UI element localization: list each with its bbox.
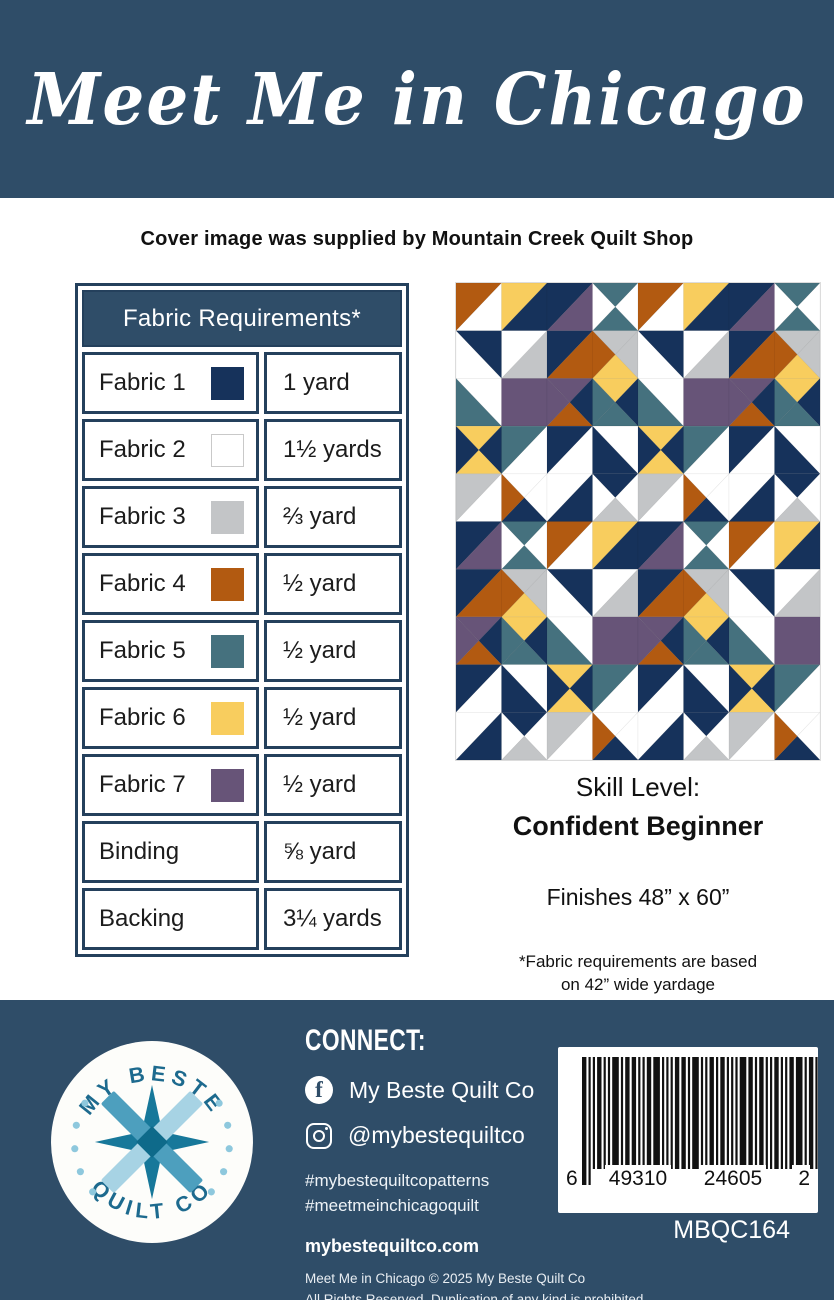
website-link[interactable]: mybestequiltco.com [305, 1236, 480, 1257]
fabric-yardage-cell: ½ yard [264, 754, 402, 816]
fabric-label-cell: Backing [82, 888, 259, 950]
fabric-yardage-cell: ⅝ yard [264, 821, 402, 883]
facebook-handle[interactable]: My Beste Quilt Co [349, 1076, 535, 1103]
brand-logo: MY BESTE QUILT CO [51, 1041, 253, 1243]
instagram-row[interactable]: @mybestequiltco [305, 1122, 565, 1149]
logo-dots [71, 1099, 233, 1196]
fabric-table-row: Binding ⅝ yard [82, 821, 402, 883]
fabric-table-row: Fabric 6 ½ yard [82, 687, 402, 749]
fabric-table-row: Fabric 7 ½ yard [82, 754, 402, 816]
finished-size: Finishes 48” x 60” [546, 884, 730, 910]
fabric-label: Fabric 1 [99, 369, 186, 396]
fabric-yardage-cell: 3¼ yards [264, 888, 402, 950]
instagram-handle[interactable]: @mybestequiltco [348, 1122, 525, 1148]
barcode: 6 49310 24605 2 [558, 1047, 833, 1213]
fabric-label: Fabric 4 [99, 570, 186, 597]
footer: MY BESTE QUILT CO CONNECT: [0, 1000, 834, 1300]
fabric-footnote: *Fabric requirements are based on 42” wi… [518, 952, 758, 994]
fabric-table-row: Fabric 5 ½ yard [82, 620, 402, 682]
svg-text:49310: 49310 [609, 1167, 667, 1190]
fabric-label-cell: Fabric 1 [82, 352, 259, 414]
instagram-icon [306, 1122, 332, 1149]
hashtag-quilt: #meetmeinchicagoquilt [305, 1195, 479, 1215]
fabric-swatch-rust [211, 567, 244, 601]
fabric-swatch-white [211, 433, 244, 467]
fabric-label: Fabric 3 [99, 503, 186, 530]
facebook-row[interactable]: f My Beste Quilt Co [305, 1076, 565, 1104]
fabric-label-cell: Fabric 5 [82, 620, 259, 682]
title-banner: Meet Me in Chicago [0, 0, 834, 198]
fabric-yardage-cell: ½ yard [264, 620, 402, 682]
fabric-yardage-cell: 1 yard [264, 352, 402, 414]
sku-code: MBQC164 [673, 1216, 790, 1244]
fabric-label: Binding [99, 838, 180, 865]
fabric-label: Fabric 2 [99, 436, 186, 463]
connect-heading: CONNECT: [305, 1024, 426, 1057]
quilt-preview-image [455, 282, 821, 761]
cover-credit-line: Cover image was supplied by Mountain Cre… [140, 228, 694, 250]
fabric-label-cell: Fabric 7 [82, 754, 259, 816]
logo-quilt-star-icon [94, 1084, 210, 1200]
fabric-table-row: Fabric 3 ⅔ yard [82, 486, 402, 548]
fabric-label-cell: Fabric 4 [82, 553, 259, 615]
fabric-swatch-gray [211, 500, 244, 534]
fabric-label-cell: Fabric 3 [82, 486, 259, 548]
fabric-yardage-cell: ½ yard [264, 687, 402, 749]
fabric-label: Fabric 6 [99, 704, 186, 731]
svg-text:24605: 24605 [704, 1167, 762, 1190]
fabric-yardage-cell: ½ yard [264, 553, 402, 615]
facebook-icon: f [305, 1076, 333, 1104]
fabric-table-row: Fabric 4 ½ yard [82, 553, 402, 615]
fabric-yardage-cell: 1½ yards [264, 419, 402, 481]
fabric-label: Fabric 5 [99, 637, 186, 664]
fabric-table-row: Fabric 1 1 yard [82, 352, 402, 414]
skill-level-value: Confident Beginner [512, 811, 764, 841]
copyright-notice: Meet Me in Chicago © 2025 My Beste Quilt… [305, 1271, 648, 1300]
svg-text:2: 2 [798, 1167, 810, 1190]
fabric-yardage-cell: ⅔ yard [264, 486, 402, 548]
fabric-label-cell: Binding [82, 821, 259, 883]
fabric-table-header: Fabric Requirements* [82, 290, 402, 347]
pattern-title: Meet Me in Chicago [27, 56, 807, 142]
svg-text:6: 6 [566, 1167, 578, 1190]
fabric-table-row: Fabric 2 1½ yards [82, 419, 402, 481]
connect-section: CONNECT: f My Beste Quilt Co @mybestequi… [305, 1024, 648, 1300]
fabric-table-row: Backing 3¼ yards [82, 888, 402, 950]
hashtags: #mybestequiltcopatterns #meetmeinchicago… [305, 1169, 565, 1218]
fabric-swatch-navy [211, 366, 244, 400]
details-block: Skill Level: Confident Beginner Finishes… [446, 772, 830, 997]
skill-level-label: Skill Level: [575, 772, 701, 802]
fabric-label: Backing [99, 905, 185, 932]
fabric-swatch-teal [211, 634, 244, 668]
hashtag-patterns: #mybestequiltcopatterns [305, 1171, 490, 1190]
fabric-label-cell: Fabric 6 [82, 687, 259, 749]
fabric-swatch-yellow [211, 701, 244, 735]
fabric-swatch-purple [211, 768, 244, 802]
fabric-label: Fabric 7 [99, 771, 186, 798]
fabric-label-cell: Fabric 2 [82, 419, 259, 481]
